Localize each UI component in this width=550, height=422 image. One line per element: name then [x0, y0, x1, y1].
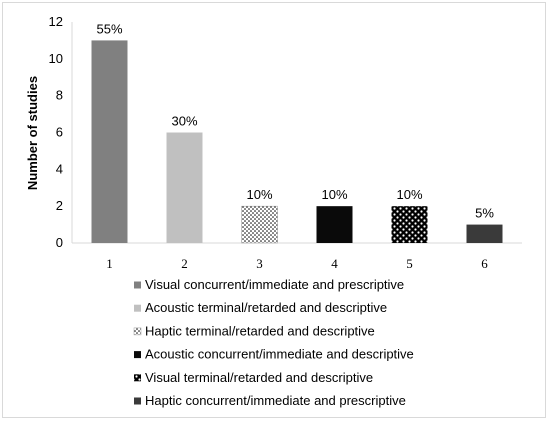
legend-label: Acoustic concurrent/immediate and descri… [145, 347, 414, 362]
x-tick-label: 5 [406, 256, 413, 271]
legend-swatch [134, 374, 141, 382]
data-labels: 55% 30% 10% 10% 10% 5% [96, 21, 494, 220]
legend-swatch [133, 327, 142, 336]
bar-4 [316, 206, 353, 243]
y-tick-label: 10 [49, 51, 63, 66]
x-tick-label: 2 [181, 256, 188, 271]
legend-swatch [134, 281, 141, 289]
bar-3 [241, 205, 278, 244]
bar-6 [466, 224, 503, 243]
bar-5 [391, 206, 428, 243]
legend-swatch [134, 397, 141, 405]
y-tick-label: 8 [56, 88, 63, 103]
y-tick-label: 6 [56, 125, 63, 140]
data-label: 10% [321, 187, 347, 202]
legend-label: Visual terminal/retarded and descriptive [145, 370, 373, 385]
data-label: 55% [96, 21, 122, 36]
legend-label: Haptic terminal/retarded and descriptive [145, 323, 375, 338]
data-label: 30% [171, 114, 197, 129]
x-tick-label: 4 [331, 256, 338, 271]
data-label: 10% [246, 187, 272, 202]
bars [91, 40, 503, 244]
bar-2 [166, 132, 203, 243]
legend-label: Acoustic terminal/retarded and descripti… [145, 300, 387, 315]
axes [71, 22, 522, 244]
y-axis-label: Number of studies [25, 76, 40, 190]
legend-swatch [134, 351, 141, 359]
x-tick-label: 6 [481, 256, 488, 271]
bar-1 [91, 40, 128, 243]
legend: Visual concurrent/immediate and prescrip… [133, 277, 414, 408]
x-tick-label: 3 [256, 256, 263, 271]
y-tick-label: 4 [56, 161, 63, 176]
y-tick-label: 2 [56, 198, 63, 213]
legend-label: Haptic concurrent/immediate and prescrip… [145, 393, 406, 408]
legend-swatch [134, 304, 141, 312]
y-tick-label: 0 [56, 235, 63, 250]
y-ticks: 0 2 4 6 8 10 12 [49, 14, 63, 250]
data-label: 5% [475, 206, 494, 221]
data-label: 10% [396, 187, 422, 202]
x-ticks: 1 2 3 4 5 6 [106, 256, 488, 271]
y-tick-label: 12 [49, 14, 63, 29]
x-tick-label: 1 [106, 256, 113, 271]
legend-label: Visual concurrent/immediate and prescrip… [145, 277, 404, 292]
